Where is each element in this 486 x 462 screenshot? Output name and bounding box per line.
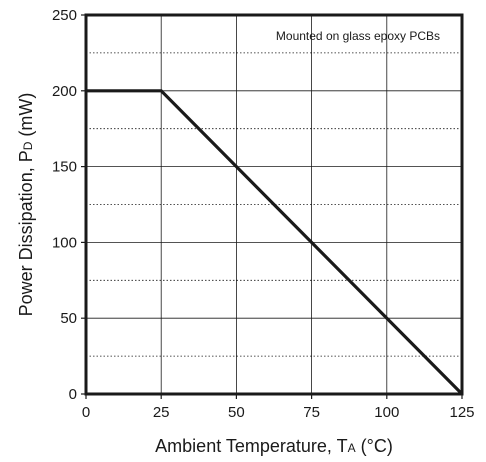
x-tick-label-2: 50 [228, 404, 245, 421]
x-tick-label-5: 125 [449, 404, 474, 421]
y-tick-label-0: 0 [69, 386, 77, 403]
x-tick-label-0: 0 [82, 404, 90, 421]
series-layer [86, 89, 464, 396]
x-axis-label-subscript: A [348, 441, 356, 455]
y-axis-label-main: Power Dissipation, P [16, 150, 36, 316]
x-axis-label-main: Ambient Temperature, T [155, 436, 347, 456]
x-axis-ticks: 0 25 50 75 100 125 [82, 394, 475, 421]
y-axis-label-subscript: D [21, 141, 35, 150]
series-line-0 [86, 89, 464, 396]
y-tick-label-4: 200 [52, 83, 77, 100]
x-tick-label-1: 25 [153, 404, 170, 421]
y-tick-label-2: 100 [52, 234, 77, 251]
chart-annotation: Mounted on glass epoxy PCBs [276, 29, 440, 43]
y-tick-label-5: 250 [52, 7, 77, 24]
y-tick-label-3: 150 [52, 159, 77, 176]
x-tick-label-4: 100 [374, 404, 399, 421]
y-axis-label: Power Dissipation, PD (mW) [16, 93, 36, 317]
x-axis-label: Ambient Temperature, TA (°C) [155, 436, 393, 456]
plot-frame [84, 13, 464, 396]
y-axis-ticks: 0 50 100 150 200 250 [52, 7, 86, 403]
y-axis-label-unit: (mW) [16, 93, 36, 142]
y-tick-label-1: 50 [60, 310, 77, 327]
x-axis-label-unit: (°C) [356, 436, 393, 456]
x-tick-label-3: 75 [303, 404, 320, 421]
